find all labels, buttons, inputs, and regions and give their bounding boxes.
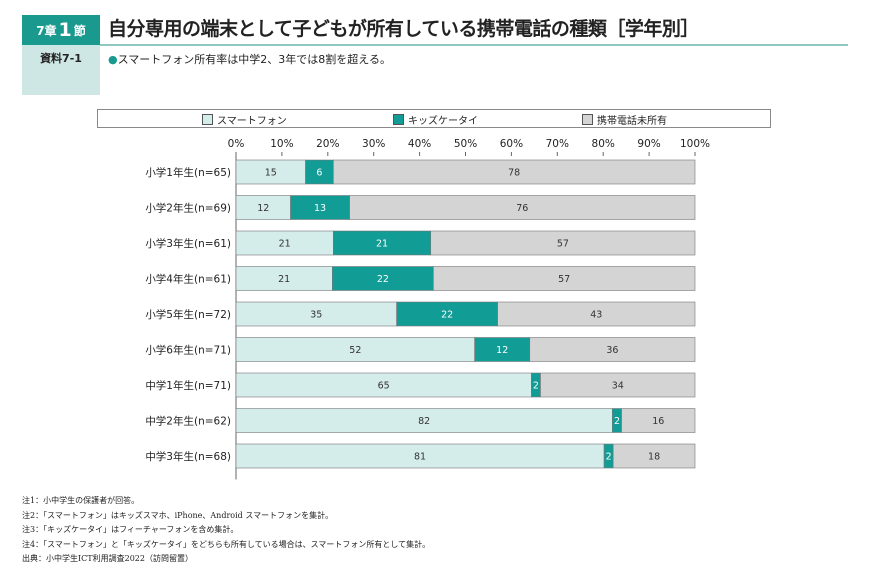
data-label: 82 (418, 416, 430, 427)
data-label: 18 (648, 452, 660, 463)
section-suffix: 節 (73, 23, 86, 38)
bar-segment (621, 408, 696, 433)
category-label: 小学2年生(n=69) (145, 202, 231, 215)
legend-label: スマートフォン (217, 116, 287, 127)
chapter-label: 7章 (36, 23, 57, 38)
bar-segment (612, 443, 696, 469)
category-label: 中学2年生(n=62) (145, 415, 231, 428)
legend-label: 携帯電話未所有 (597, 116, 667, 127)
data-label: 34 (612, 381, 624, 392)
bar-segment (332, 266, 434, 291)
data-label: 2 (606, 452, 612, 463)
bar-segment (235, 408, 613, 433)
bar-segment (235, 301, 397, 327)
data-label: 52 (349, 345, 361, 356)
reference-label: 資料7-1 (40, 52, 82, 65)
bar-segment (235, 159, 306, 185)
category-label: 小学5年生(n=72) (145, 308, 231, 321)
x-tick-label: 80% (592, 138, 615, 150)
category-label: 小学6年生(n=71) (145, 344, 231, 357)
bar-segment (333, 159, 696, 185)
data-label: 21 (376, 239, 388, 250)
data-label: 15 (265, 168, 277, 179)
notes: 注1：小中学生の保護者が回答。 注2：「スマートフォン」はキッズスマホ、iPho… (22, 494, 430, 567)
source: 出典：小中学生ICT利用調査2022（訪問留置） (22, 554, 193, 563)
bar-segment (333, 230, 432, 256)
data-label: 6 (316, 168, 322, 179)
bar-segment (290, 195, 350, 220)
bar-segment (235, 195, 291, 220)
data-label: 65 (378, 381, 390, 392)
legend-swatch (202, 114, 213, 125)
bar-segment (235, 443, 605, 469)
data-label: 78 (508, 168, 520, 179)
title-rule (100, 44, 848, 46)
legend-swatch (582, 114, 593, 125)
x-tick-label: 20% (316, 138, 339, 150)
data-label: 21 (279, 239, 291, 250)
bar-segment (396, 301, 498, 327)
bar-segment (540, 372, 696, 398)
legend-item-none: 携帯電話未所有 (582, 112, 667, 127)
bar-segment (497, 301, 696, 327)
data-label: 35 (310, 310, 322, 321)
data-label: 2 (614, 416, 620, 427)
data-label: 43 (590, 310, 602, 321)
legend-item-smartphone: スマートフォン (202, 112, 287, 127)
section-number: 1 (58, 19, 72, 41)
legend-label: キッズケータイ (408, 116, 478, 127)
data-label: 36 (606, 345, 618, 356)
legend-item-kids: キッズケータイ (393, 112, 478, 127)
data-label: 22 (377, 274, 389, 285)
category-label: 小学3年生(n=61) (145, 237, 231, 250)
x-tick-label: 60% (500, 138, 523, 150)
data-label: 12 (257, 203, 269, 214)
x-tick-label: 30% (362, 138, 385, 150)
legend: スマートフォン キッズケータイ 携帯電話未所有 (97, 109, 771, 128)
bar-segment (430, 230, 696, 256)
data-label: 57 (558, 274, 570, 285)
note: 注3：「キッズケータイ」はフィーチャーフォンを含め集計。 (22, 525, 239, 534)
x-tick-label: 10% (270, 138, 293, 150)
side-block (22, 45, 100, 95)
category-label: 小学1年生(n=65) (145, 166, 231, 179)
x-tick-label: 70% (546, 138, 569, 150)
bar-segment (235, 372, 532, 398)
chapter-badge: 7章 1 節 (22, 15, 100, 45)
bar-segment (529, 337, 696, 362)
data-label: 12 (496, 345, 508, 356)
x-tick-label: 40% (408, 138, 431, 150)
data-label: 2 (533, 381, 539, 392)
data-label: 57 (557, 239, 569, 250)
legend-swatch (393, 114, 404, 125)
subtitle: ●スマートフォン所有率は中学2、3年では8割を超える。 (108, 51, 391, 67)
data-label: 22 (441, 310, 453, 321)
note: 注1：小中学生の保護者が回答。 (22, 496, 140, 505)
x-tick-label: 90% (637, 138, 660, 150)
bar-segment (305, 159, 334, 185)
bar-segment (235, 266, 333, 291)
bullet-icon: ● (108, 53, 118, 66)
data-label: 13 (314, 203, 326, 214)
x-tick-label: 0% (228, 138, 245, 150)
x-tick-label: 100% (680, 138, 710, 150)
data-label: 76 (516, 203, 528, 214)
subtitle-text: スマートフォン所有率は中学2、3年では8割を超える。 (117, 53, 391, 66)
bar-segment (433, 266, 696, 291)
data-label: 16 (652, 416, 664, 427)
x-tick-label: 50% (454, 138, 477, 150)
category-label: 中学3年生(n=68) (145, 450, 231, 463)
bar-segment (235, 230, 334, 256)
bar-segment (349, 195, 696, 220)
category-label: 中学1年生(n=71) (145, 379, 231, 392)
note: 注2：「スマートフォン」はキッズスマホ、iPhone、Android スマートフ… (22, 510, 334, 520)
category-label: 小学4年生(n=61) (145, 273, 231, 286)
page-title: 自分専用の端末として子どもが所有している携帯電話の種類［学年別］ (108, 18, 699, 40)
data-label: 21 (278, 274, 290, 285)
note: 注4：「スマートフォン」と「キッズケータイ」をどちらも所有している場合は、スマー… (22, 539, 431, 549)
data-label: 81 (414, 452, 426, 463)
